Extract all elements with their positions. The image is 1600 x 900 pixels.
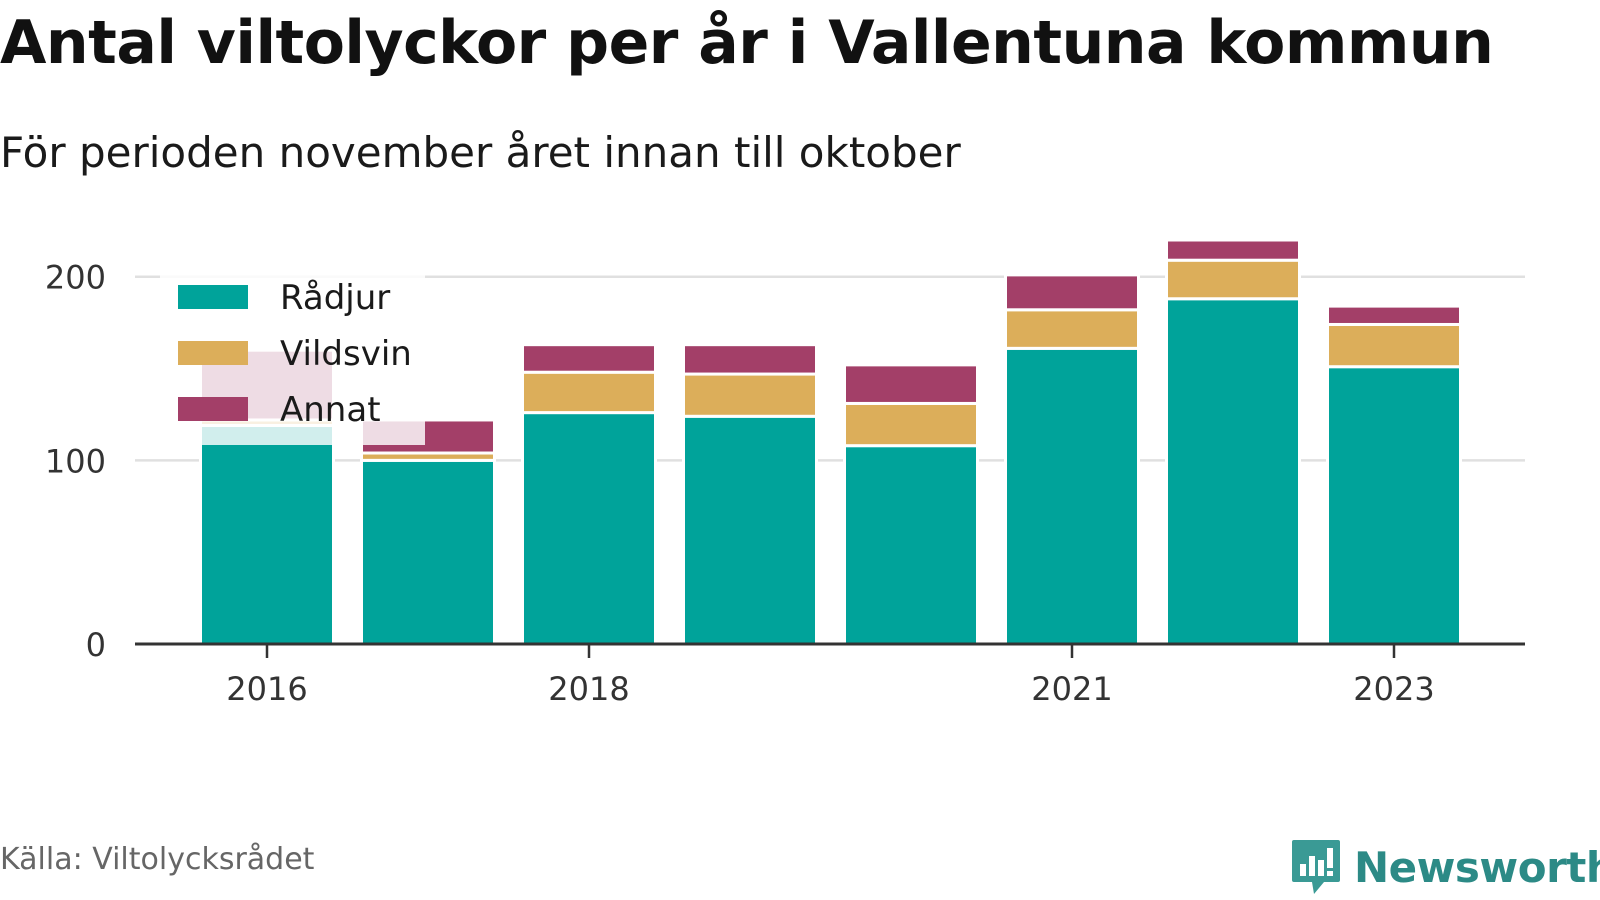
bar-annat-2023 (1326, 304, 1462, 326)
legend-label-rådjur: Rådjur (280, 278, 390, 318)
bar-rådjur-2017 (360, 458, 496, 646)
x-tick-label: 2023 (1353, 670, 1434, 708)
chart-title: Antal viltolyckor per år i Vallentuna ko… (0, 8, 1494, 78)
legend-swatch-vildsvin (178, 341, 248, 365)
legend-label-annat: Annat (280, 390, 381, 430)
stacked-bar-chart: 0 100 200 2016 2018 2021 2023 Rådjur Vildsvin An… (45, 238, 1525, 708)
axes: 0 100 200 2016 2018 2021 2023 (45, 259, 1525, 708)
x-tick-label: 2021 (1031, 670, 1112, 708)
bar-rådjur-2023 (1326, 365, 1462, 646)
bar-annat-2020 (843, 363, 979, 405)
legend-swatch-annat (178, 397, 248, 421)
bar-rådjur-2018 (521, 411, 657, 646)
newsworthy-logo[interactable]: Newsworthy (1290, 838, 1600, 896)
bar-annat-2018 (521, 343, 657, 374)
y-tick-label: 200 (45, 259, 106, 297)
x-tick-label: 2016 (226, 670, 307, 708)
bar-vildsvin-2023 (1326, 322, 1462, 369)
legend: Rådjur Vildsvin Annat (160, 270, 425, 445)
bar-vildsvin-2020 (843, 401, 979, 448)
chart-subtitle: För perioden november året innan till ok… (0, 128, 961, 177)
legend-label-vildsvin: Vildsvin (280, 334, 412, 374)
bar-rådjur-2022 (1165, 297, 1301, 646)
bar-annat-2021 (1004, 273, 1140, 312)
legend-swatch-rådjur (178, 285, 248, 309)
x-tick-label: 2018 (548, 670, 629, 708)
y-tick-label: 100 (45, 442, 106, 480)
newsworthy-bar-chart-icon (1292, 840, 1340, 894)
bar-rådjur-2020 (843, 444, 979, 646)
bar-rådjur-2019 (682, 414, 818, 646)
bar-vildsvin-2019 (682, 372, 818, 418)
bar-vildsvin-2022 (1165, 258, 1301, 301)
bar-rådjur-2016 (199, 423, 335, 646)
bar-vildsvin-2021 (1004, 308, 1140, 350)
bar-annat-2019 (682, 343, 818, 376)
bar-vildsvin-2018 (521, 370, 657, 415)
source-note: Källa: Viltolycksrådet (0, 842, 315, 877)
bar-annat-2022 (1165, 238, 1301, 262)
y-tick-label: 0 (86, 626, 106, 664)
brand-name: Newsworthy (1354, 842, 1600, 892)
bar-rådjur-2021 (1004, 346, 1140, 646)
